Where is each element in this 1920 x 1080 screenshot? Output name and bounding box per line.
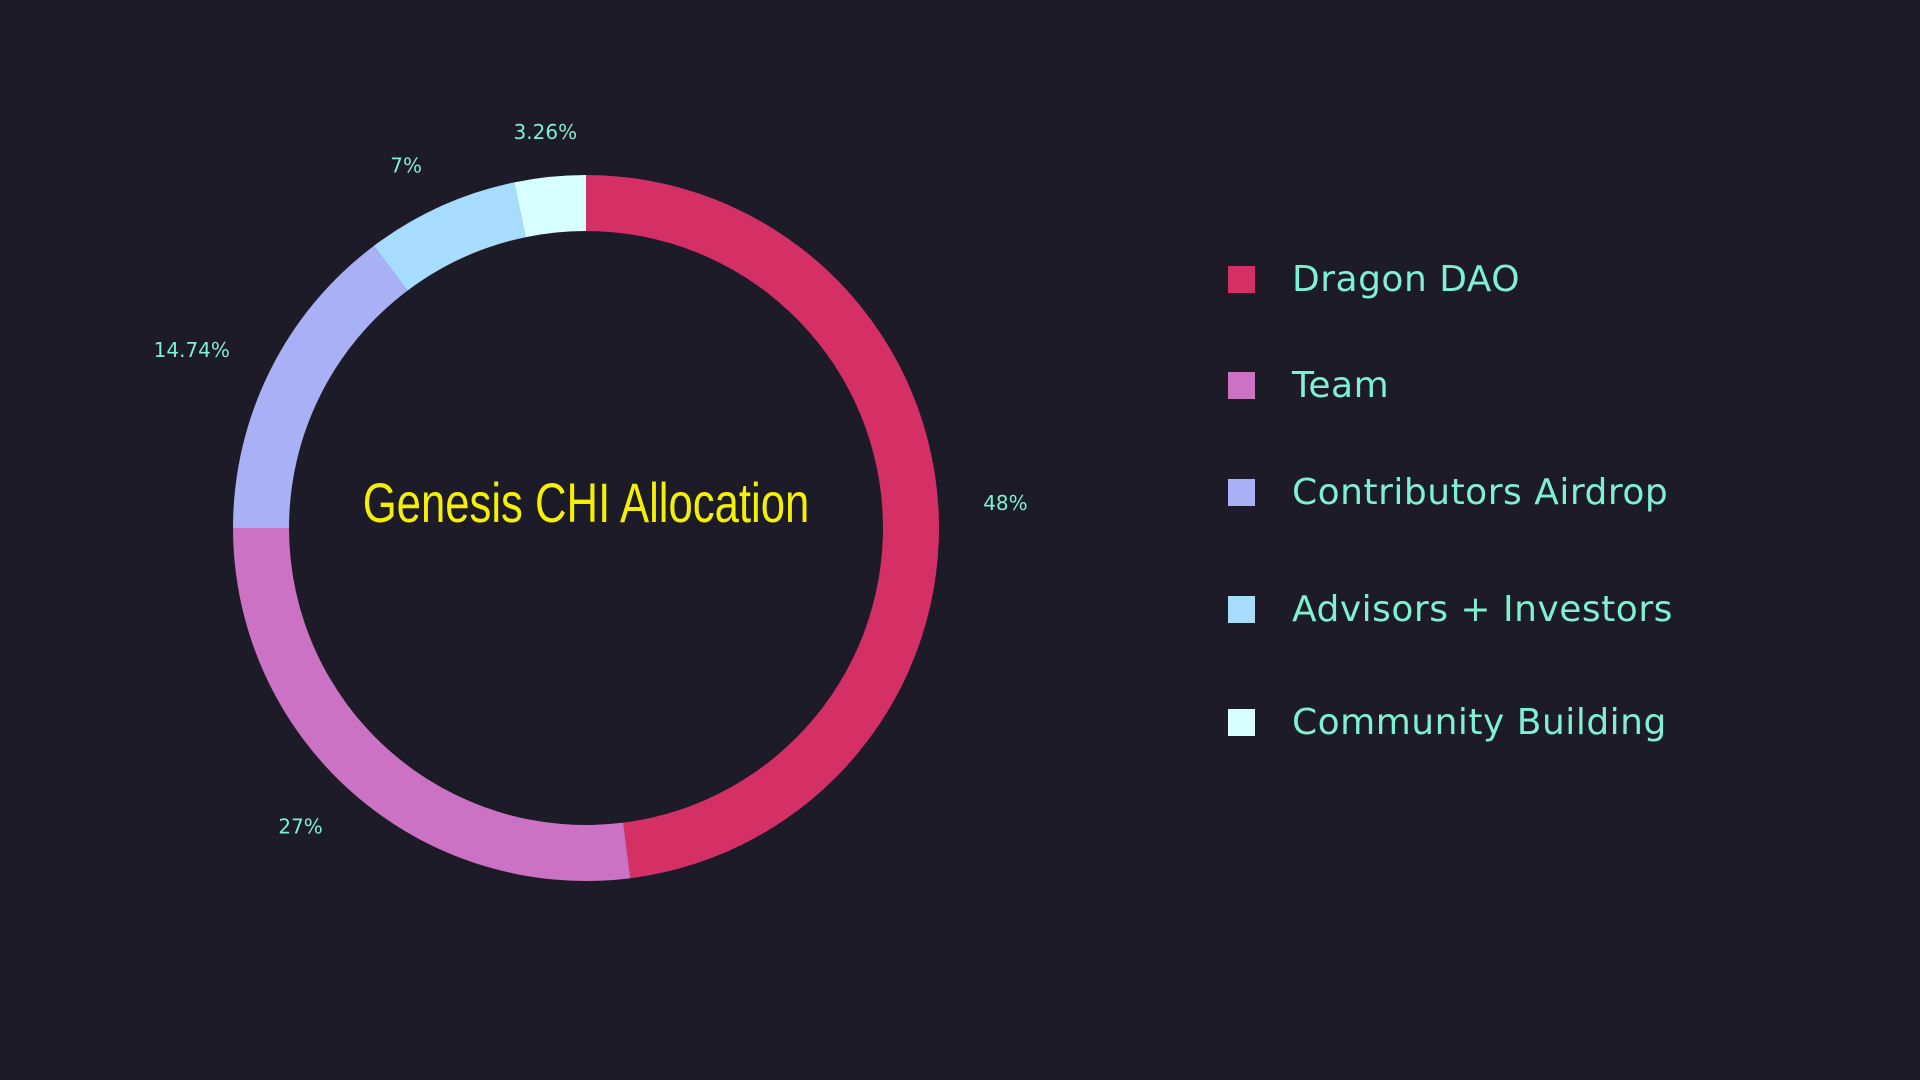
slice-contributors-airdrop <box>233 245 408 528</box>
legend-label: Dragon DAO <box>1292 259 1521 300</box>
legend-label: Advisors + Investors <box>1292 589 1673 630</box>
data-label: 48% <box>983 491 1027 515</box>
legend-item: Dragon DAO <box>1228 258 1520 301</box>
data-label: 3.26% <box>514 120 578 144</box>
legend-label: Team <box>1292 365 1390 406</box>
legend-swatch <box>1228 266 1255 293</box>
legend-item: Advisors + Investors <box>1228 588 1673 631</box>
legend-swatch <box>1228 479 1255 506</box>
legend-label: Contributors Airdrop <box>1292 472 1669 513</box>
slice-advisors-investors <box>373 182 526 291</box>
legend-item: Community Building <box>1228 701 1667 744</box>
legend-swatch <box>1228 372 1255 399</box>
slice-dragon-dao <box>586 175 940 879</box>
chart-title: Genesis CHI Allocation <box>363 472 810 534</box>
legend-label: Community Building <box>1292 702 1667 743</box>
legend-item: Team <box>1228 364 1389 407</box>
data-label: 7% <box>390 153 422 177</box>
slice-community-building <box>514 175 586 238</box>
legend-swatch <box>1228 596 1255 623</box>
data-label: 14.74% <box>154 338 230 362</box>
slice-team <box>233 528 631 881</box>
data-label: 27% <box>278 815 322 839</box>
legend-swatch <box>1228 709 1255 736</box>
legend-item: Contributors Airdrop <box>1228 471 1668 514</box>
